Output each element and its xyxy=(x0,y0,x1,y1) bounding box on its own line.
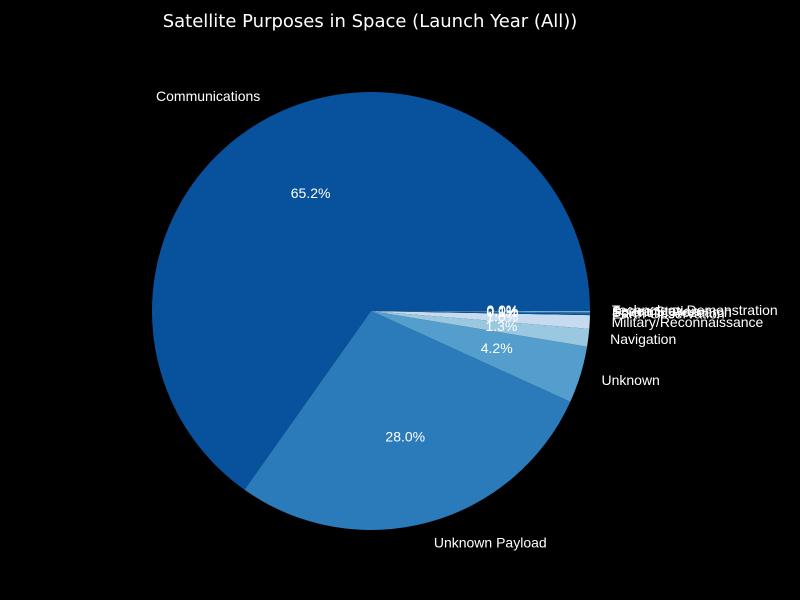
slices-layer xyxy=(152,91,591,530)
slice-percent-label: 28.0% xyxy=(385,429,425,445)
pie-slice-scientific-research xyxy=(371,311,590,314)
slice-percent-label: 1.3% xyxy=(485,318,517,334)
chart-title: Satellite Purposes in Space (Launch Year… xyxy=(162,11,578,32)
labels-layer: Communications 65.2% Unknown Payload 28.0% U… xyxy=(156,88,778,551)
slice-percent-label: 4.2% xyxy=(481,340,513,356)
slice-percent-label: 0.1% xyxy=(486,303,518,319)
slice-percent-label: 0.0% xyxy=(486,302,518,318)
slice-label: Navigation xyxy=(610,331,676,347)
slice-percent-label: 0.0% xyxy=(486,302,518,318)
slice-percent-label: 65.2% xyxy=(291,185,331,201)
pie-slice-unknown xyxy=(371,311,588,402)
slice-percent-label: 1.0% xyxy=(486,308,518,324)
slice-label: Unknown xyxy=(601,372,659,388)
slice-label: Unknown Payload xyxy=(434,534,547,550)
slice-label: Technology Demonstration xyxy=(612,302,778,318)
pie-slice-communications xyxy=(152,91,591,490)
slice-label: Communications xyxy=(156,88,260,104)
pie-slice-earth-observation xyxy=(371,311,590,316)
pie-slice-technology-demonstration xyxy=(371,311,590,312)
pie-slice-space-station xyxy=(371,311,590,313)
slice-label: Space Station xyxy=(612,303,699,319)
pie-slice-navigation xyxy=(371,311,590,347)
pie-slice-military-reconnaissance xyxy=(371,311,590,329)
slice-percent-label: 0.1% xyxy=(486,304,518,320)
slice-label: Military/Reconnaissance xyxy=(612,314,764,330)
slice-label: Earth Observation xyxy=(612,305,725,321)
slice-label: Scientific Research xyxy=(612,304,732,320)
pie-slice-unknown-payload xyxy=(244,311,571,530)
